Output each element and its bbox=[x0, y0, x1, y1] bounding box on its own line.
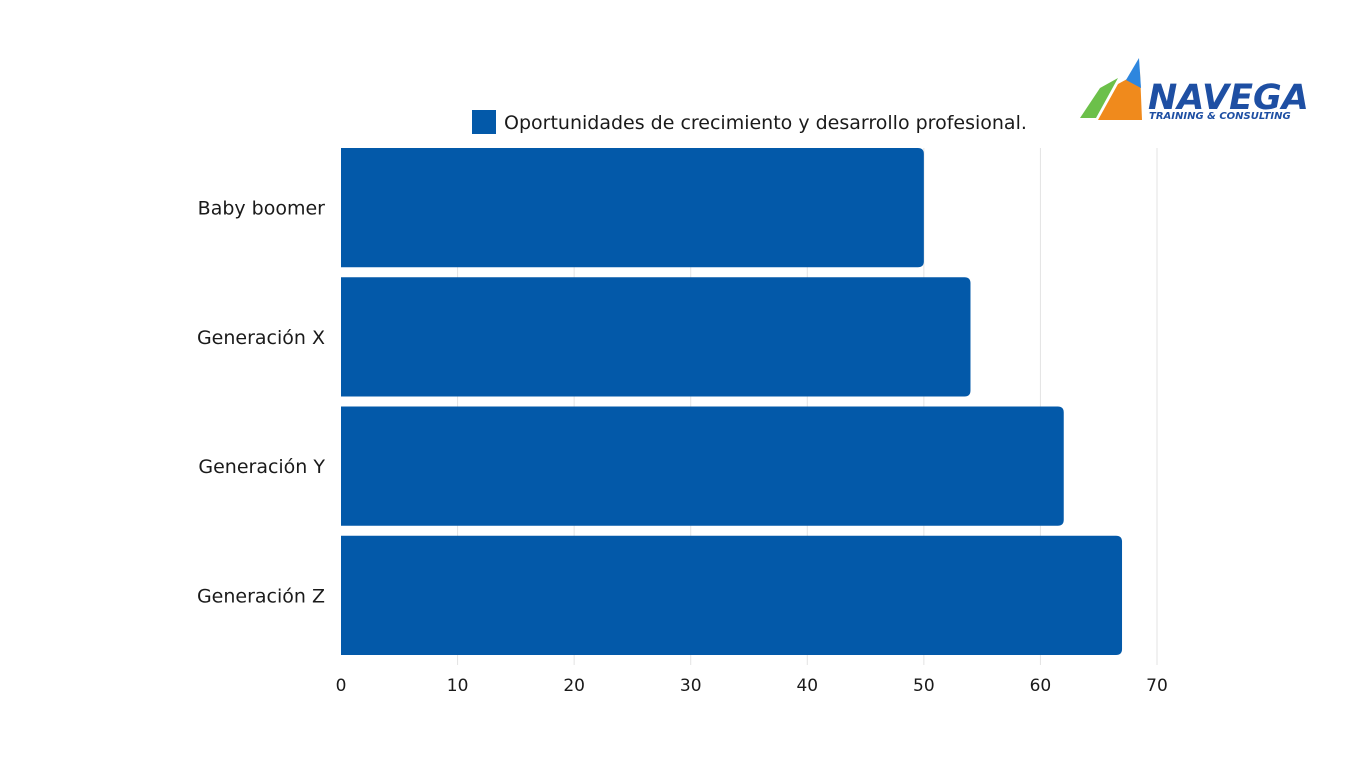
category-label: Generación Y bbox=[198, 456, 325, 478]
legend-swatch bbox=[472, 110, 496, 134]
x-tick-label: 20 bbox=[563, 676, 585, 696]
bar bbox=[341, 148, 924, 268]
logo-wordmark: NAVEGA bbox=[1148, 78, 1309, 118]
category-label: Generación X bbox=[197, 327, 325, 349]
bar bbox=[341, 277, 971, 397]
x-tick-label: 60 bbox=[1030, 676, 1052, 696]
x-tick-label: 70 bbox=[1146, 676, 1168, 696]
bars bbox=[341, 148, 1123, 655]
legend: Oportunidades de crecimiento y desarroll… bbox=[472, 110, 1027, 134]
logo-sail-blue bbox=[1126, 58, 1141, 88]
x-tick-label: 0 bbox=[336, 676, 347, 696]
x-tick-label: 40 bbox=[796, 676, 818, 696]
category-labels: Baby boomer Generación X Generación Y Gener… bbox=[197, 198, 325, 608]
navega-logo: NAVEGA TRAINING & CONSULTING bbox=[1080, 58, 1309, 122]
category-label: Generación Z bbox=[197, 585, 325, 607]
logo-sail-orange bbox=[1098, 72, 1142, 120]
x-tick-label: 30 bbox=[680, 676, 702, 696]
logo-sail-green bbox=[1080, 78, 1118, 118]
x-tick-label: 10 bbox=[447, 676, 469, 696]
category-label: Baby boomer bbox=[198, 198, 326, 220]
legend-label: Oportunidades de crecimiento y desarroll… bbox=[504, 112, 1027, 134]
bar bbox=[341, 535, 1123, 655]
x-tick-label: 50 bbox=[913, 676, 935, 696]
x-tick-labels: 0 10 20 30 40 50 60 70 bbox=[336, 676, 1168, 696]
bar bbox=[341, 406, 1064, 526]
logo-tagline: TRAINING & CONSULTING bbox=[1149, 111, 1291, 122]
